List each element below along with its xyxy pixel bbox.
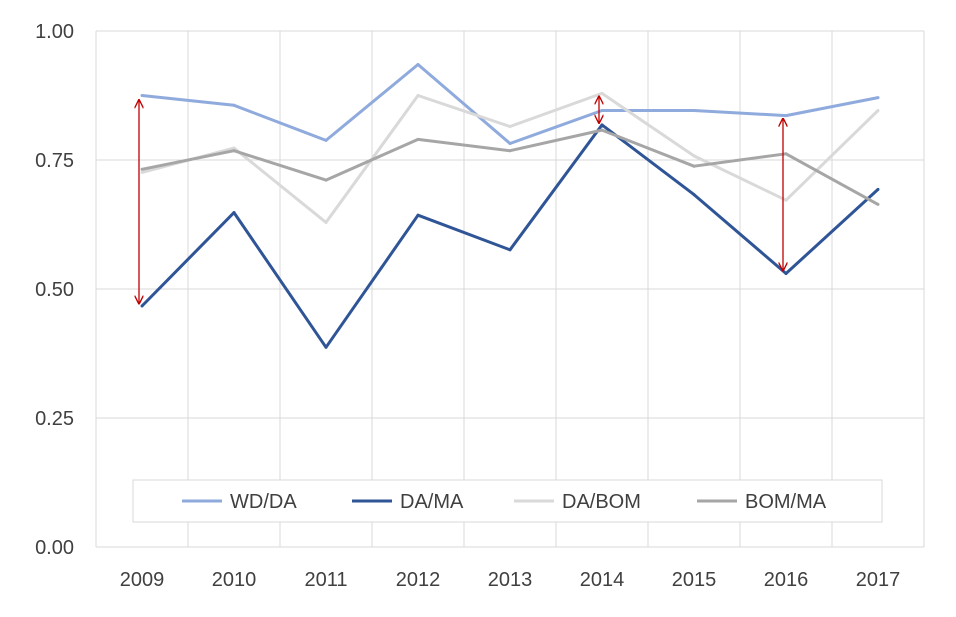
x-tick-label: 2014 xyxy=(580,569,625,591)
legend-label-wd-da: WD/DA xyxy=(230,491,297,513)
data-point-da-bom xyxy=(140,170,144,174)
series-line-wd-da xyxy=(141,63,879,145)
legend: WD/DA DA/MA DA/BOM BOM/MA xyxy=(132,479,883,523)
y-tick-label: 0.75 xyxy=(35,150,74,172)
data-point-da-ma xyxy=(508,248,512,252)
annotation-arrows xyxy=(139,97,783,304)
data-point-bom-ma xyxy=(692,164,696,168)
data-point-wd-da xyxy=(324,138,328,142)
data-point-da-ma xyxy=(232,211,236,215)
series-lines xyxy=(140,63,880,349)
data-point-da-bom xyxy=(600,91,604,95)
data-point-wd-da xyxy=(416,63,420,67)
data-point-wd-da xyxy=(600,108,604,112)
x-tick-label: 2015 xyxy=(672,569,717,591)
x-tick-label: 2016 xyxy=(764,569,809,591)
data-point-da-bom xyxy=(324,220,328,224)
gridlines xyxy=(95,30,925,548)
data-point-wd-da xyxy=(140,94,144,97)
x-tick-label: 2013 xyxy=(488,569,533,591)
data-point-da-bom xyxy=(232,146,236,150)
data-point-da-ma xyxy=(876,187,880,191)
data-point-bom-ma xyxy=(324,178,328,182)
y-tick-label: 0.25 xyxy=(35,408,74,430)
data-point-da-ma xyxy=(600,123,604,127)
x-axis-tick-labels: 2009 2010 2011 2012 2013 2014 2015 2016 2017 xyxy=(120,569,901,591)
data-point-da-bom xyxy=(416,94,420,97)
data-point-da-ma xyxy=(324,345,328,349)
legend-box xyxy=(132,479,883,523)
y-tick-label: 1.00 xyxy=(35,21,74,43)
data-point-bom-ma xyxy=(416,137,420,141)
data-point-da-bom xyxy=(784,198,788,202)
data-point-bom-ma xyxy=(232,149,236,153)
x-tick-label: 2011 xyxy=(304,569,347,591)
data-point-bom-ma xyxy=(784,152,788,156)
data-point-da-bom xyxy=(508,124,512,128)
legend-label-da-ma: DA/MA xyxy=(400,491,464,513)
x-tick-label: 2009 xyxy=(120,569,165,591)
data-point-da-bom xyxy=(692,154,696,158)
data-point-bom-ma xyxy=(876,202,880,206)
y-tick-label: 0.00 xyxy=(35,537,74,559)
data-point-wd-da xyxy=(784,114,788,118)
data-point-wd-da xyxy=(508,141,512,145)
legend-label-bom-ma: BOM/MA xyxy=(745,491,827,513)
data-point-wd-da xyxy=(692,108,696,112)
data-point-bom-ma xyxy=(600,128,604,132)
series-line-da-ma xyxy=(140,123,880,349)
data-point-da-ma xyxy=(140,304,144,308)
x-tick-label: 2017 xyxy=(856,569,901,591)
data-point-da-ma xyxy=(692,193,696,197)
legend-label-da-bom: DA/BOM xyxy=(562,491,641,513)
x-tick-label: 2010 xyxy=(212,569,257,591)
data-point-da-ma xyxy=(784,272,788,276)
data-point-da-ma xyxy=(416,213,420,217)
data-point-wd-da xyxy=(232,103,236,107)
x-tick-label: 2012 xyxy=(396,569,441,591)
data-point-da-bom xyxy=(876,108,880,112)
y-tick-label: 0.50 xyxy=(35,279,74,301)
data-point-wd-da xyxy=(876,96,880,100)
data-point-bom-ma xyxy=(140,167,144,171)
y-axis-tick-labels: 0.00 0.25 0.50 0.75 1.00 xyxy=(35,21,74,559)
data-point-bom-ma xyxy=(508,149,512,153)
series-line-bom-ma xyxy=(141,128,879,206)
